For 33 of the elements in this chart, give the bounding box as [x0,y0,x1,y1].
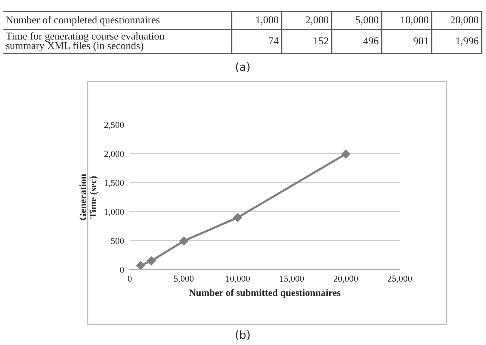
text: (a) [236,62,250,73]
point [147,256,156,266]
point [234,213,242,222]
y-tick-label: 1,000 [104,209,124,217]
point [180,236,188,246]
text: Time for generating course evaluation summary XML files (in seconds) [6,32,165,52]
y-axis-title: Generation Time (sec) [80,174,99,221]
x-tick-label: 25,000 [388,276,412,284]
x-axis-title: Number of submitted questionnaires [189,289,341,298]
y-tick-label: 500 [111,238,124,244]
point [136,261,146,270]
y-tick-label: 0 [120,267,124,274]
y-tick-label: 1,500 [104,180,124,188]
y-tick-label: 2,000 [104,151,124,159]
text: 2,000 [306,16,329,26]
text: 1,000 [256,16,279,26]
text: 10,000 [401,16,429,26]
x-tick-label: 10,000 [226,276,250,284]
x-tick-label: 5,000 [174,276,194,284]
x-tick-label: 15,000 [280,276,304,284]
text: 152 [314,38,328,45]
text: 5,000 [356,16,379,26]
x-tick-label: 20,000 [334,276,358,284]
y-tick-label: 2,500 [104,122,124,130]
text: (b) [236,330,250,341]
text: 496 [364,38,379,45]
text: 901 [414,38,428,45]
text: 74 [269,38,279,45]
text: 20,000 [450,16,479,26]
text: 1,996 [456,38,479,46]
x-tick-label: 0 [128,276,132,282]
point [342,150,350,159]
text: Number of completed questionnaires [6,16,160,26]
